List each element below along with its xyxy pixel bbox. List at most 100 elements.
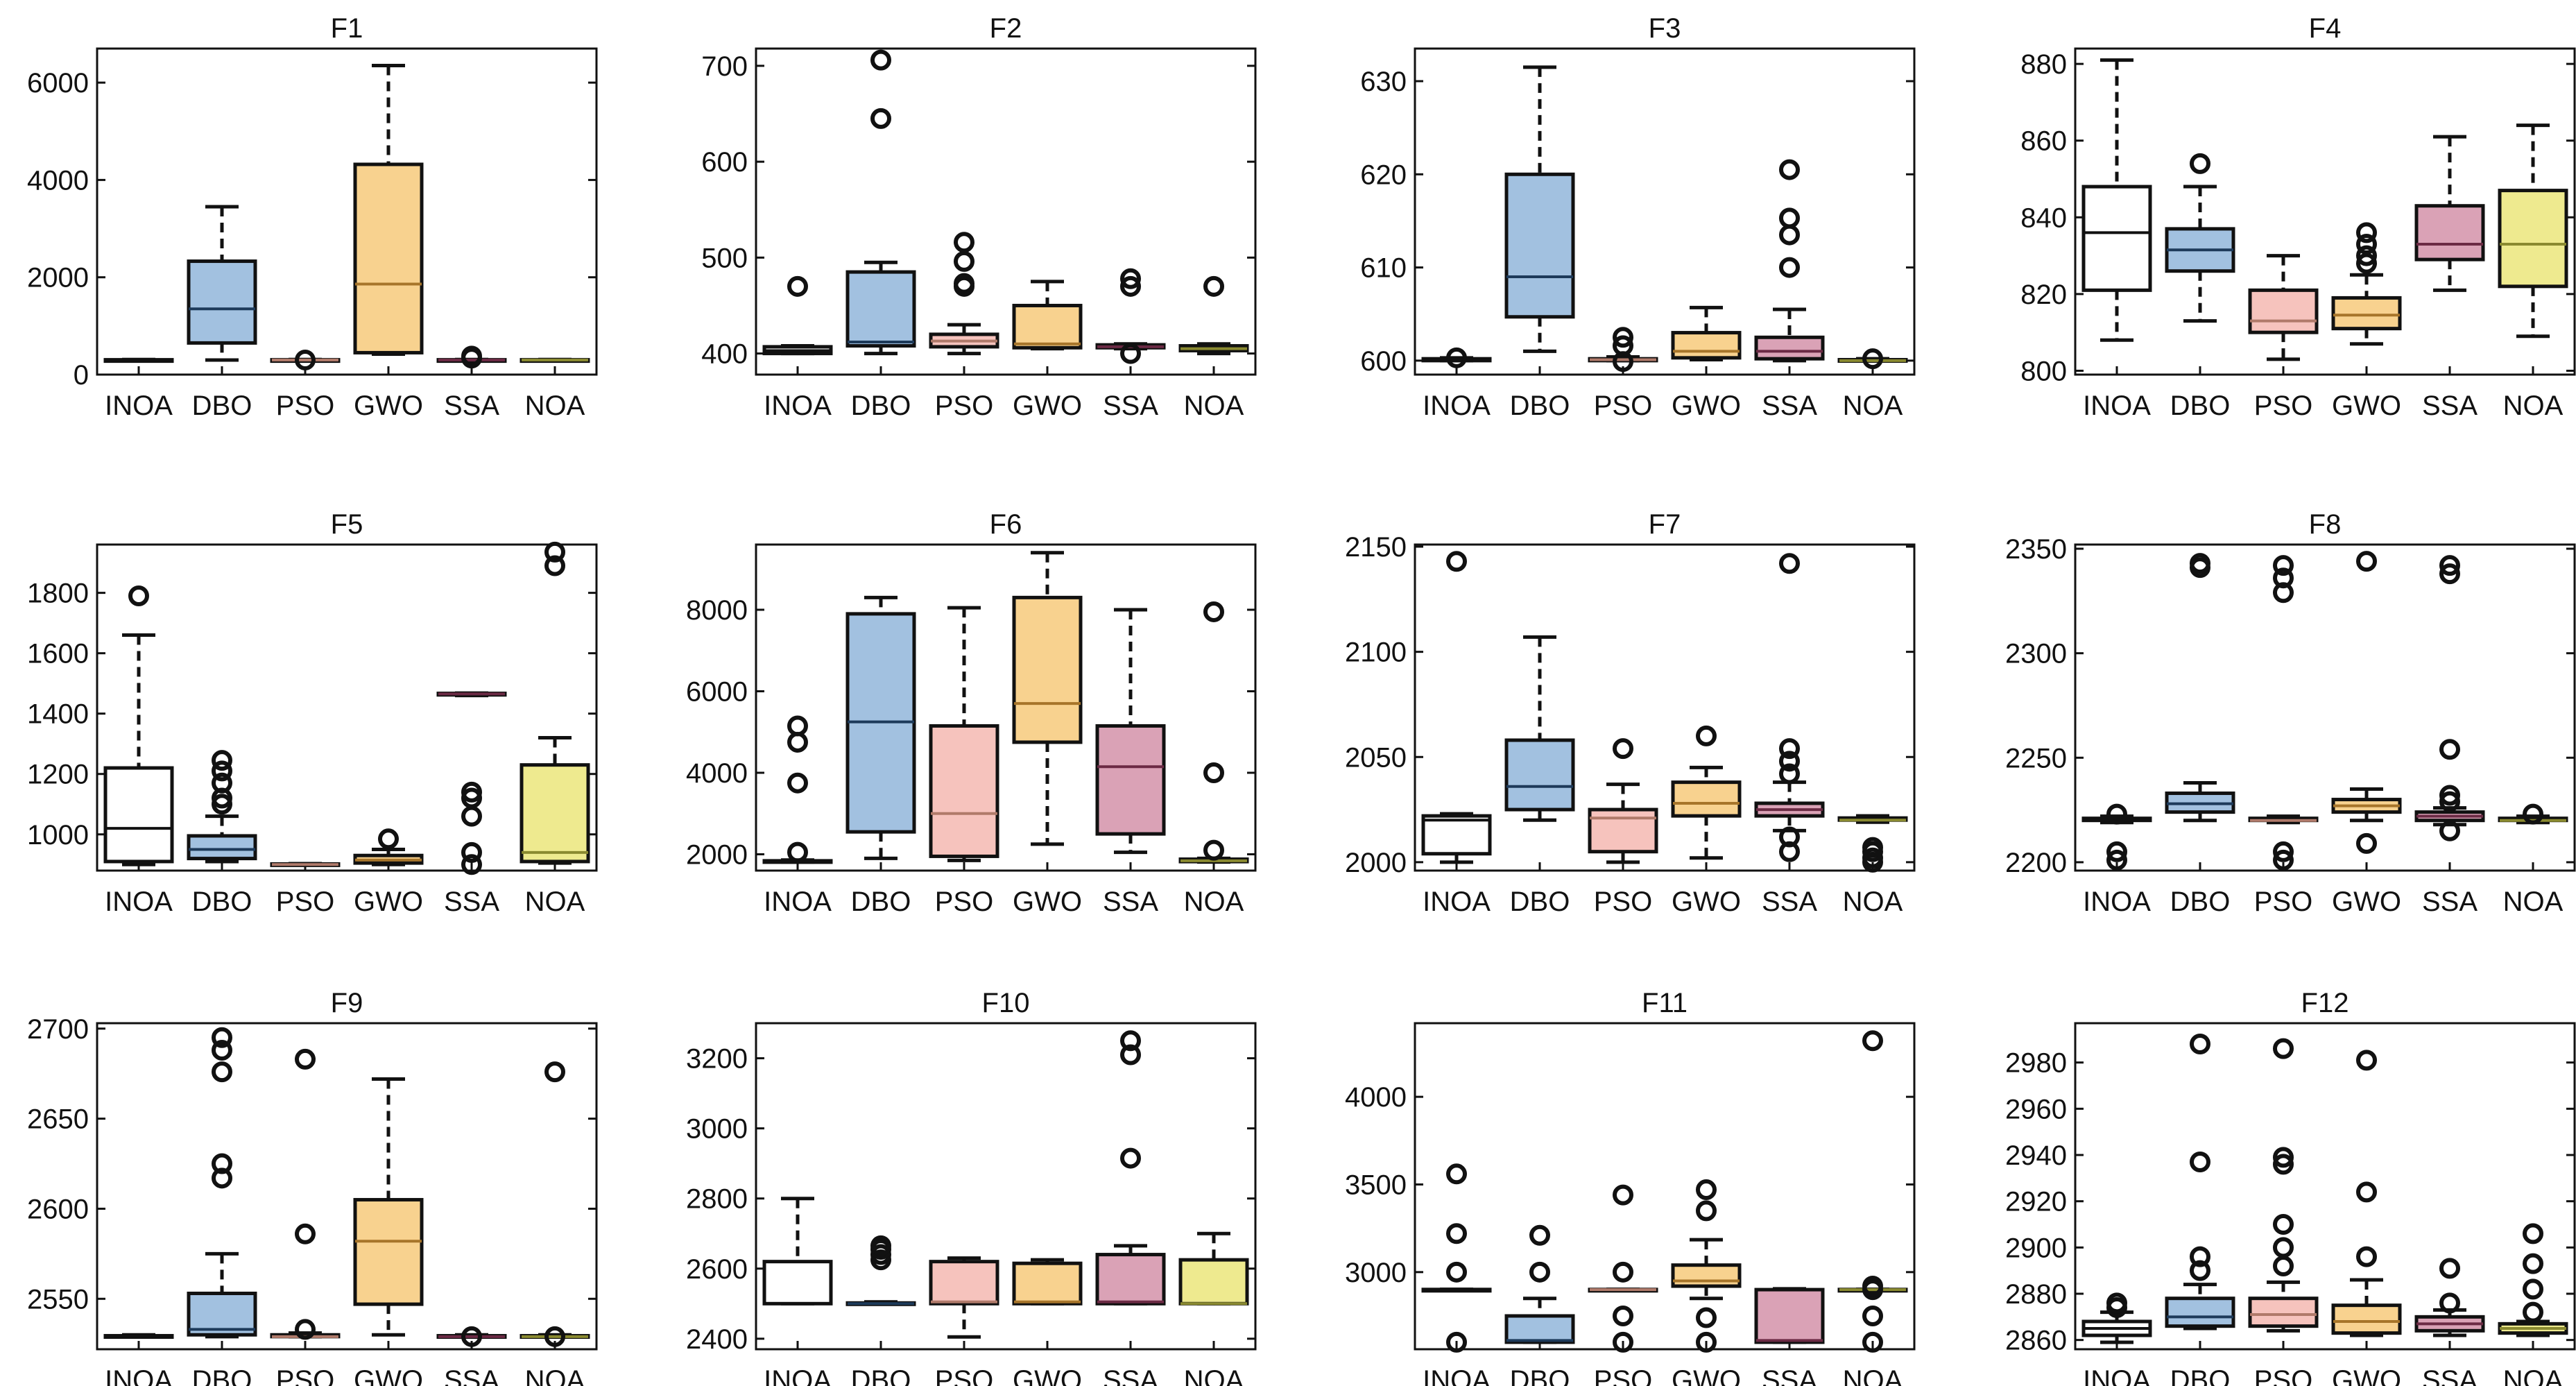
- x-tick-label: SSA: [1762, 391, 1817, 421]
- outlier-point: [295, 1048, 316, 1070]
- box-gwo: [1671, 331, 1742, 360]
- x-tick-label: GWO: [2332, 887, 2401, 917]
- outlier-point: [787, 841, 808, 863]
- outlier-point: [1203, 275, 1224, 297]
- x-tick-label: NOA: [2503, 391, 2564, 421]
- y-tick-label: 2100: [1345, 638, 1407, 668]
- y-tick-label: 880: [2020, 49, 2067, 80]
- outlier-point: [212, 760, 232, 782]
- box-dbo: [2165, 1297, 2235, 1328]
- x-tick-label: SSA: [444, 887, 499, 917]
- box-gwo: [1671, 1263, 1742, 1288]
- outlier-point: [1613, 738, 1633, 760]
- outlier-point: [1120, 268, 1141, 289]
- outlier-point: [2439, 555, 2460, 576]
- outlier-point: [461, 805, 482, 827]
- x-tick-label: DBO: [2170, 391, 2231, 421]
- panel-f3: F3 600 610 620 630 INOA DBO PSO GWO SSA NOA: [1360, 13, 1916, 421]
- outlier-point: [2273, 1147, 2294, 1168]
- x-tick-label: DBO: [192, 1365, 252, 1386]
- box-dbo: [187, 834, 257, 861]
- x-tick-label: PSO: [276, 1365, 334, 1386]
- y-tick-label: 0: [74, 360, 89, 391]
- y-tick-label: 4000: [1345, 1082, 1407, 1113]
- axes-frame: [755, 543, 1257, 872]
- x-tick-label: DBO: [2170, 1365, 2231, 1386]
- outlier-point: [2273, 555, 2294, 576]
- x-tick-label: DBO: [192, 887, 252, 917]
- outlier-point: [2356, 222, 2377, 243]
- y-tick-label: 8000: [686, 595, 748, 626]
- outlier-point: [2356, 245, 2377, 266]
- y-tick-label: 2150: [1345, 532, 1407, 563]
- box-inoa: [103, 766, 174, 864]
- x-tick-label: INOA: [2083, 1365, 2151, 1386]
- x-tick-label: DBO: [192, 391, 252, 421]
- panel-f6: F6 2000 4000 6000 8000 INOA DBO PSO GWO SSA NOA: [686, 509, 1257, 917]
- outlier-point: [2523, 1253, 2543, 1274]
- outlier-point: [2273, 841, 2294, 862]
- x-tick-label: NOA: [2503, 1365, 2564, 1386]
- outlier-point: [378, 828, 399, 850]
- x-tick-label: SSA: [444, 1365, 499, 1386]
- y-tick-label: 3500: [1345, 1170, 1407, 1200]
- x-tick-label: INOA: [105, 1365, 173, 1386]
- outlier-point: [1862, 1276, 1883, 1297]
- outlier-point: [1613, 1184, 1633, 1206]
- axes-frame: [96, 543, 598, 872]
- outlier-point: [1779, 159, 1800, 180]
- panel-title: F5: [331, 509, 363, 540]
- outlier-point: [2439, 785, 2460, 806]
- x-tick-label: INOA: [2083, 391, 2151, 421]
- outlier-point: [1862, 847, 1883, 869]
- panel-title: F3: [1649, 13, 1681, 44]
- outlier-point: [2439, 739, 2460, 760]
- x-tick-label: GWO: [1672, 887, 1741, 917]
- outlier-point: [2273, 1214, 2294, 1235]
- x-tick-label: GWO: [1672, 391, 1741, 421]
- y-tick-label: 620: [1360, 160, 1407, 190]
- x-tick-label: SSA: [2422, 1365, 2478, 1386]
- x-tick-label: INOA: [1423, 887, 1491, 917]
- panel-f8: F8 2200 2250 2300 2350 INOA DBO PSO GWO SSA NOA: [2005, 509, 2576, 917]
- outlier-point: [1779, 738, 1800, 760]
- outlier-point: [2439, 1292, 2460, 1314]
- outlier-point: [1120, 1044, 1141, 1066]
- panel-f2: F2 400 500 600 700 INOA DBO PSO GWO SSA NOA: [701, 13, 1257, 421]
- outlier-point: [787, 715, 808, 737]
- outlier-point: [1862, 837, 1883, 858]
- outlier-point: [1696, 1307, 1717, 1328]
- box-gwo: [1671, 780, 1742, 818]
- outlier-point: [212, 1039, 232, 1061]
- outlier-point: [1696, 725, 1717, 746]
- outlier-point: [2273, 1237, 2294, 1258]
- outlier-point: [212, 772, 232, 794]
- outlier-point: [212, 1153, 232, 1174]
- x-tick-label: SSA: [1103, 1365, 1158, 1386]
- y-tick-label: 2550: [27, 1284, 89, 1315]
- x-tick-label: GWO: [1013, 1365, 1082, 1386]
- box-dbo: [187, 1292, 257, 1337]
- box-pso: [2248, 1297, 2319, 1328]
- x-tick-label: PSO: [276, 391, 334, 421]
- outlier-point: [1446, 1331, 1467, 1353]
- outlier-point: [2523, 1223, 2543, 1244]
- x-tick-label: SSA: [444, 391, 499, 421]
- axes-frame: [96, 1022, 598, 1351]
- y-tick-label: 840: [2020, 203, 2067, 233]
- outlier-point: [2356, 832, 2377, 854]
- y-tick-label: 2000: [1345, 848, 1407, 878]
- x-tick-label: PSO: [935, 1365, 993, 1386]
- x-tick-label: INOA: [764, 391, 832, 421]
- outlier-point: [2439, 791, 2460, 812]
- y-tick-label: 2400: [686, 1324, 748, 1355]
- outlier-point: [544, 541, 565, 563]
- box-gwo: [2331, 296, 2402, 331]
- panel-f10: F10 2400 2600 2800 3000 3200 INOA DBO PSO GWO SSA N…: [686, 988, 1257, 1386]
- x-tick-label: NOA: [1843, 1365, 1903, 1386]
- panel-title: F10: [982, 988, 1030, 1018]
- y-tick-label: 630: [1360, 67, 1407, 97]
- x-tick-label: GWO: [354, 887, 423, 917]
- outlier-point: [2439, 563, 2460, 585]
